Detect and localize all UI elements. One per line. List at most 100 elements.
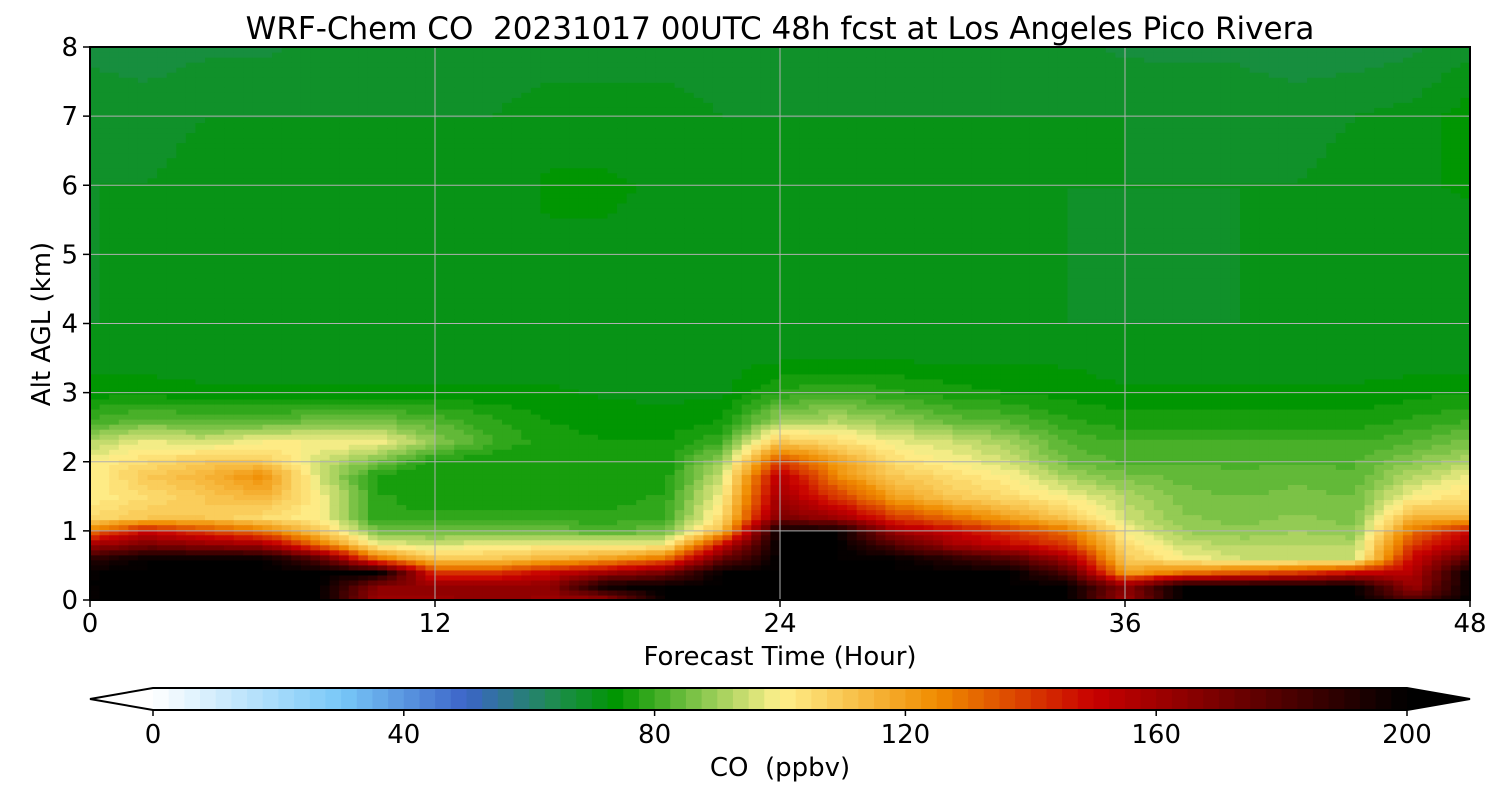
co-cell <box>962 534 973 541</box>
co-cell <box>655 559 666 566</box>
co-cell <box>597 489 609 496</box>
co-cell <box>866 584 877 591</box>
co-cell <box>1240 489 1251 496</box>
co-cell <box>1010 594 1021 601</box>
co-cell <box>1374 574 1385 581</box>
co-cell <box>837 594 848 601</box>
co-cell <box>1086 504 1097 511</box>
co-cell <box>885 434 896 440</box>
co-cell <box>224 559 235 566</box>
co-cell <box>406 549 417 556</box>
co-cell <box>137 534 149 541</box>
co-cell <box>1048 554 1059 561</box>
co-cell <box>492 534 503 541</box>
co-cell <box>1383 439 1394 445</box>
co-cell <box>751 529 762 536</box>
co-cell <box>1287 484 1299 490</box>
co-cell <box>387 549 398 556</box>
co-cell <box>971 434 982 440</box>
co-cell <box>1383 489 1394 496</box>
co-cell <box>952 529 963 536</box>
co-cell <box>636 439 647 445</box>
co-cell <box>1029 504 1040 511</box>
co-cell <box>492 589 503 596</box>
co-cell <box>808 484 819 490</box>
co-cell <box>626 534 637 541</box>
co-cell <box>559 439 570 445</box>
co-cell <box>1412 579 1423 586</box>
co-cell <box>262 579 273 586</box>
co-cell <box>1326 509 1337 516</box>
co-cell <box>1287 554 1299 561</box>
co-cell <box>1249 524 1260 531</box>
co-cell <box>195 469 206 475</box>
co-cell <box>1163 569 1174 576</box>
co-cell <box>1364 434 1375 440</box>
co-cell <box>1335 434 1347 440</box>
co-cell <box>550 539 561 546</box>
co-cell <box>358 554 369 561</box>
co-cell <box>866 509 877 516</box>
co-cell <box>262 484 273 490</box>
co-cell <box>176 594 187 601</box>
co-cell <box>348 584 359 591</box>
co-cell <box>1182 554 1193 561</box>
co-cell <box>636 534 647 541</box>
co-cell <box>454 544 465 551</box>
co-cell <box>1048 529 1059 536</box>
co-cell <box>550 429 561 435</box>
co-cell <box>1096 449 1107 455</box>
co-cell <box>617 584 628 591</box>
co-cell <box>684 444 695 450</box>
co-cell <box>1192 464 1203 470</box>
co-cell <box>904 439 915 445</box>
co-cell <box>722 574 733 581</box>
co-cell <box>703 529 714 536</box>
co-cell <box>511 474 522 480</box>
co-cell <box>1144 464 1155 470</box>
co-cell <box>1441 524 1452 531</box>
co-cell <box>233 469 244 475</box>
co-cell <box>1125 434 1136 440</box>
co-cell <box>262 524 273 531</box>
co-cell <box>1326 554 1337 561</box>
co-cell <box>137 429 149 435</box>
co-cell <box>1287 464 1299 470</box>
co-cell <box>1096 434 1107 440</box>
co-cell <box>502 434 513 440</box>
co-cell <box>1067 474 1078 480</box>
co-cell <box>1057 594 1069 601</box>
co-cell <box>588 559 599 566</box>
co-cell <box>415 579 427 586</box>
co-cell <box>444 594 455 601</box>
co-cell <box>866 544 877 551</box>
co-cell <box>262 569 273 576</box>
co-cell <box>962 554 973 561</box>
co-cell <box>1259 469 1270 475</box>
co-cell <box>1287 589 1299 596</box>
co-cell <box>406 534 417 541</box>
co-cell <box>137 444 149 450</box>
co-cell <box>1192 524 1203 531</box>
co-cell <box>521 429 532 435</box>
co-cell <box>521 564 532 571</box>
co-cell <box>118 559 129 566</box>
co-cell <box>875 559 887 566</box>
co-cell <box>981 454 992 460</box>
co-cell <box>847 499 858 506</box>
co-cell <box>1268 439 1279 445</box>
co-cell <box>1441 564 1452 571</box>
co-cell <box>243 534 254 541</box>
co-cell <box>847 574 858 581</box>
co-cell <box>1115 509 1126 516</box>
co-cell <box>1383 464 1394 470</box>
co-cell <box>502 489 513 496</box>
co-cell <box>693 509 704 516</box>
co-cell <box>1201 494 1212 501</box>
co-cell <box>1153 449 1164 455</box>
co-cell <box>808 554 819 561</box>
co-cell <box>1412 474 1423 480</box>
co-cell <box>569 574 580 581</box>
co-cell <box>348 519 359 526</box>
co-cell <box>224 474 235 480</box>
